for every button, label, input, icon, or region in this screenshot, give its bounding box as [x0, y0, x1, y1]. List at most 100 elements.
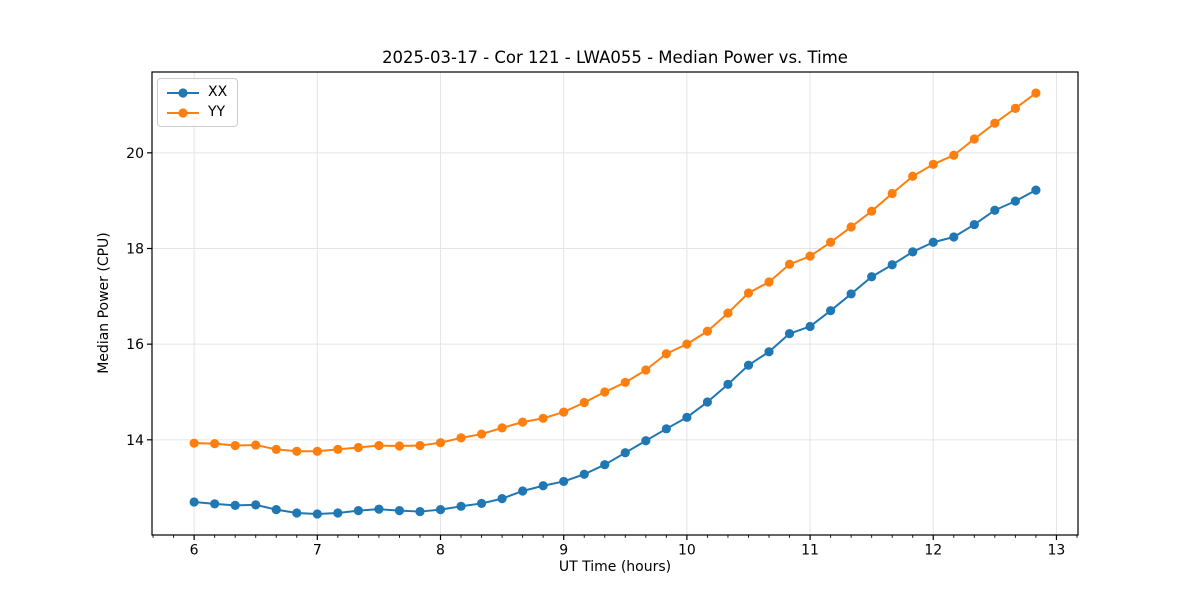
- series-YY-point: [476, 429, 487, 439]
- series-YY-point: [497, 423, 507, 433]
- series-YY-point: [312, 446, 322, 456]
- series-XX-point: [189, 497, 199, 507]
- series-YY-point: [928, 159, 938, 169]
- series-XX-point: [210, 499, 220, 509]
- series-YY-point: [600, 387, 610, 397]
- series-XX-point: [969, 219, 979, 230]
- series-XX-point: [743, 360, 754, 370]
- series-XX-point: [846, 289, 856, 299]
- series-XX-point: [497, 494, 507, 504]
- y-tick-label: 14: [126, 433, 144, 449]
- series-YY-point: [210, 439, 220, 449]
- series-YY-point: [846, 222, 856, 232]
- series-XX-point: [764, 347, 774, 357]
- series-XX-point: [353, 506, 363, 516]
- series-XX-line: [194, 189, 1037, 515]
- series-XX-point: [661, 424, 671, 434]
- series-YY-point: [1010, 103, 1020, 113]
- series-XX-point: [641, 436, 651, 446]
- x-tick-label: 13: [1048, 543, 1066, 559]
- series-XX-point: [579, 469, 589, 479]
- series-YY-point: [620, 377, 630, 388]
- series-YY-point: [990, 118, 1000, 128]
- series-YY-point: [682, 339, 692, 349]
- series-XX-point: [271, 505, 281, 515]
- x-tick-label: 8: [436, 543, 445, 559]
- series-XX-point: [476, 498, 487, 509]
- series-XX-point: [723, 379, 733, 389]
- series-YY-point: [661, 349, 671, 359]
- series-XX-point: [251, 500, 261, 510]
- x-tick-label: 6: [190, 543, 199, 559]
- series-XX-point: [600, 460, 610, 470]
- series-XX-point: [312, 509, 322, 519]
- series-YY-point: [435, 438, 446, 448]
- series-YY-point: [1031, 88, 1041, 98]
- series-YY-point: [518, 417, 528, 427]
- x-axis-label: UT Time (hours): [558, 559, 672, 575]
- series-XX-point: [949, 232, 959, 242]
- series-YY-point: [641, 365, 651, 375]
- series-XX-point: [230, 500, 240, 510]
- series-YY-point: [394, 441, 405, 451]
- series-XX-point: [538, 481, 548, 491]
- x-tick-label: 9: [559, 543, 568, 559]
- y-tick-label: 16: [126, 337, 144, 353]
- series-XX-point: [702, 397, 713, 407]
- legend-swatch-icon: [167, 87, 199, 98]
- series-XX-point: [805, 321, 815, 332]
- x-tick-label: 10: [678, 543, 696, 559]
- series-YY-point: [826, 237, 836, 247]
- series-YY-point: [189, 438, 199, 448]
- series-YY-point: [456, 433, 466, 443]
- series-XX-point: [990, 205, 1000, 215]
- series-YY-point: [251, 440, 261, 450]
- series-YY-point: [969, 134, 979, 144]
- series-YY-point: [415, 440, 425, 451]
- series-YY-point: [784, 259, 795, 269]
- x-tick-label: 7: [313, 543, 322, 559]
- series-XX-point: [784, 329, 795, 339]
- series-XX-point: [928, 237, 938, 247]
- series-XX-point: [887, 260, 897, 270]
- series-XX-point: [394, 506, 405, 516]
- series-YY-point: [764, 277, 774, 287]
- series-YY-point: [579, 397, 589, 408]
- series-YY-point: [949, 150, 959, 160]
- series-YY-point: [887, 188, 897, 199]
- series-YY-point: [353, 442, 363, 453]
- series-XX-point: [908, 247, 918, 257]
- series-YY-point: [908, 171, 918, 181]
- x-tick-label: 11: [801, 543, 819, 559]
- series-YY-point: [333, 444, 343, 454]
- series-XX-point: [826, 306, 836, 316]
- series-XX-point: [415, 506, 425, 517]
- chart-title: 2025-03-17 - Cor 121 - LWA055 - Median P…: [382, 48, 848, 67]
- series-XX-point: [518, 486, 528, 496]
- series-YY-line: [194, 92, 1037, 453]
- series-XX-point: [867, 272, 877, 282]
- series-XX-point: [620, 448, 630, 458]
- series-YY-point: [230, 440, 240, 451]
- y-tick-label: 18: [126, 241, 144, 257]
- series-XX-point: [456, 501, 466, 511]
- y-tick-label: 20: [126, 146, 144, 162]
- legend-label: YY: [208, 104, 226, 120]
- series-YY-point: [702, 326, 713, 336]
- legend: XX YY: [157, 78, 239, 127]
- legend-label: XX: [208, 84, 228, 100]
- series-YY-point: [271, 444, 281, 454]
- series-XX-point: [292, 508, 302, 518]
- series-YY-point: [538, 413, 548, 423]
- legend-entry-YY: YY: [166, 103, 227, 122]
- series-XX-point: [374, 504, 384, 514]
- series-XX-point: [1031, 185, 1041, 195]
- series-YY-point: [867, 206, 877, 216]
- series-XX-point: [682, 412, 692, 422]
- series-YY-point: [743, 288, 754, 298]
- series-YY-point: [374, 440, 384, 451]
- axes-frame: [151, 71, 1079, 536]
- x-tick-label: 12: [924, 543, 942, 559]
- legend-entry-XX: XX: [166, 83, 227, 102]
